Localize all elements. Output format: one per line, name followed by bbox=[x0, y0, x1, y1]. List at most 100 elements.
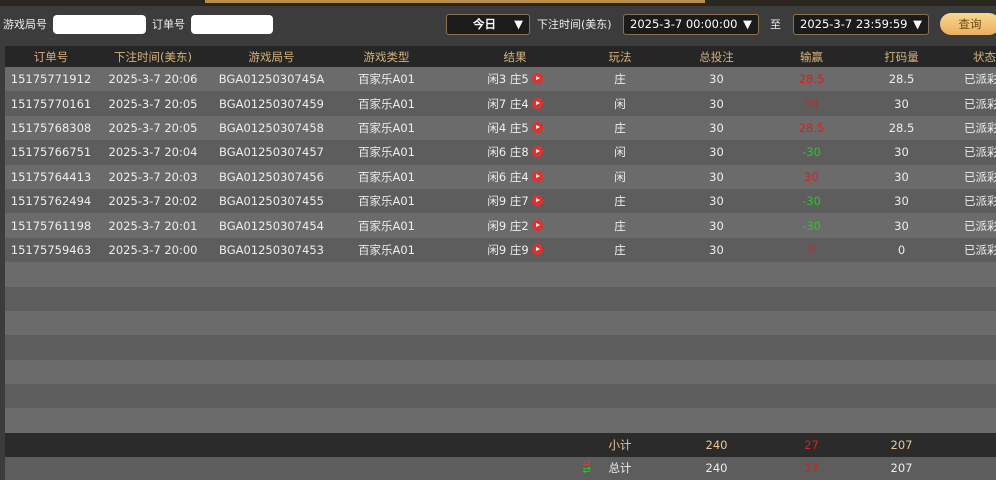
cell-bet: 30 bbox=[649, 219, 784, 233]
cell-valid: 30 bbox=[839, 97, 964, 111]
end-time-value: 2025-3-7 23:59:59 bbox=[800, 17, 908, 31]
column-header: 打码量 bbox=[884, 49, 919, 64]
subtotal-label: 小计 bbox=[608, 437, 632, 452]
cell-win: 28.5 bbox=[784, 121, 839, 135]
round-input[interactable] bbox=[53, 14, 146, 34]
cell-time: 2025-3-7 20:00 bbox=[97, 243, 209, 257]
cell-order: 15175762494 bbox=[5, 194, 97, 208]
table-row: 15175766751 2025-3-7 20:04 BGA01250307457 百… bbox=[5, 140, 996, 165]
cell-type: 百家乐A01 bbox=[334, 218, 439, 234]
column-header: 结果 bbox=[503, 49, 527, 64]
type-text: 百家乐A01 bbox=[358, 145, 415, 160]
cell-round: BGA01250307457 bbox=[209, 145, 334, 159]
query-button[interactable]: 查询 bbox=[940, 13, 996, 35]
status-text: 已派彩 bbox=[964, 194, 996, 209]
time-text: 2025-3-7 20:00 bbox=[108, 242, 198, 257]
order-text: 15175768308 bbox=[10, 120, 92, 135]
table-row: 15175759463 2025-3-7 20:00 BGA01250307453 百… bbox=[5, 237, 996, 263]
cell-play: 庄 bbox=[591, 218, 649, 234]
subtotal-row: 小计 240 27 207 bbox=[5, 432, 996, 457]
win-text: 30 bbox=[804, 169, 819, 184]
valid-text: 0 bbox=[897, 242, 906, 257]
cell-valid: 28.5 bbox=[839, 121, 964, 135]
cell-bet: 30 bbox=[649, 145, 784, 159]
order-text: 15175762494 bbox=[10, 194, 92, 209]
result-text: 闲3 庄5 bbox=[487, 72, 529, 87]
table-row: 15175761198 2025-3-7 20:01 BGA01250307454 百… bbox=[5, 213, 996, 238]
play-video-icon[interactable] bbox=[531, 121, 543, 133]
bet-text: 30 bbox=[709, 194, 724, 209]
result-text: 闲9 庄9 bbox=[487, 242, 529, 257]
cell-round: BGA01250307453 bbox=[209, 243, 334, 257]
result-text: 闲9 庄2 bbox=[487, 218, 529, 233]
status-text: 已派彩 bbox=[964, 218, 996, 233]
cell-win: -30 bbox=[784, 219, 839, 233]
order-text: 15175771912 bbox=[10, 72, 92, 87]
cell-play: 庄 bbox=[591, 193, 649, 209]
empty-row bbox=[5, 262, 996, 287]
refresh-icon[interactable]: ⇄ ⇄ bbox=[582, 458, 591, 477]
round-text: BGA01250307455 bbox=[219, 194, 324, 209]
play-text: 闲 bbox=[614, 145, 626, 160]
time-text: 2025-3-7 20:02 bbox=[108, 194, 198, 209]
bet-text: 30 bbox=[709, 218, 724, 233]
cell-win: 30 bbox=[784, 97, 839, 111]
cell-order: 15175761198 bbox=[5, 219, 97, 233]
cell-bet: 30 bbox=[649, 170, 784, 184]
win-text: 30 bbox=[804, 96, 819, 111]
subtotal-bet: 240 bbox=[705, 437, 728, 452]
cell-time: 2025-3-7 20:06 bbox=[97, 72, 209, 86]
cell-bet: 30 bbox=[649, 97, 784, 111]
total-label: 总计 bbox=[608, 461, 632, 476]
cell-order: 15175764413 bbox=[5, 170, 97, 184]
status-text: 已派彩 bbox=[964, 242, 996, 257]
cell-type: 百家乐A01 bbox=[334, 193, 439, 209]
cell-play: 闲 bbox=[591, 144, 649, 160]
time-text: 2025-3-7 20:05 bbox=[108, 120, 198, 135]
order-label: 订单号 bbox=[152, 18, 185, 31]
order-input[interactable] bbox=[191, 14, 273, 34]
play-video-icon[interactable] bbox=[531, 195, 543, 207]
cell-status: 已派彩 bbox=[964, 242, 996, 258]
bet-text: 30 bbox=[709, 242, 724, 257]
cell-status: 已派彩 bbox=[964, 144, 996, 160]
table-row: 15175771912 2025-3-7 20:06 BGA0125030745A 百… bbox=[5, 67, 996, 92]
play-video-icon[interactable] bbox=[531, 73, 543, 85]
total-valid: 207 bbox=[890, 461, 913, 476]
play-video-icon[interactable] bbox=[531, 219, 543, 231]
type-text: 百家乐A01 bbox=[358, 120, 415, 135]
start-time-select[interactable]: 2025-3-7 00:00:00 ▼ bbox=[623, 13, 759, 35]
bet-text: 30 bbox=[709, 72, 724, 87]
play-video-icon[interactable] bbox=[531, 170, 543, 182]
column-header: 游戏类型 bbox=[363, 49, 410, 64]
round-text: BGA0125030745A bbox=[218, 72, 325, 87]
status-text: 已派彩 bbox=[964, 145, 996, 160]
valid-text: 28.5 bbox=[888, 72, 915, 87]
cell-type: 百家乐A01 bbox=[334, 96, 439, 112]
result-text: 闲6 庄8 bbox=[487, 145, 529, 160]
type-text: 百家乐A01 bbox=[358, 242, 415, 257]
time-label: 下注时间(美东) bbox=[537, 18, 612, 31]
cell-status: 已派彩 bbox=[964, 120, 996, 136]
cell-type: 百家乐A01 bbox=[334, 71, 439, 87]
subtotal-win: 27 bbox=[804, 437, 819, 452]
cell-type: 百家乐A01 bbox=[334, 144, 439, 160]
cell-round: BGA01250307455 bbox=[209, 194, 334, 208]
column-header: 输赢 bbox=[800, 49, 823, 64]
play-text: 庄 bbox=[614, 218, 626, 233]
period-select[interactable]: 今日 ▼ bbox=[446, 13, 530, 35]
bet-text: 30 bbox=[709, 169, 724, 184]
filter-bar: 游戏局号 订单号 今日 ▼ 下注时间(美东) 2025-3-7 00:00:00 ▼… bbox=[0, 10, 996, 38]
cell-round: BGA0125030745A bbox=[209, 72, 334, 86]
play-video-icon[interactable] bbox=[531, 97, 543, 109]
empty-row bbox=[5, 310, 996, 336]
cell-status: 已派彩 bbox=[964, 169, 996, 185]
result-text: 闲7 庄4 bbox=[487, 96, 529, 111]
play-video-icon[interactable] bbox=[531, 243, 543, 255]
table-row: 15175764413 2025-3-7 20:03 BGA01250307456 百… bbox=[5, 164, 996, 189]
empty-row bbox=[5, 408, 996, 433]
cell-bet: 30 bbox=[649, 121, 784, 135]
order-text: 15175766751 bbox=[10, 145, 92, 160]
play-video-icon[interactable] bbox=[531, 146, 543, 158]
end-time-select[interactable]: 2025-3-7 23:59:59 ▼ bbox=[793, 13, 929, 35]
